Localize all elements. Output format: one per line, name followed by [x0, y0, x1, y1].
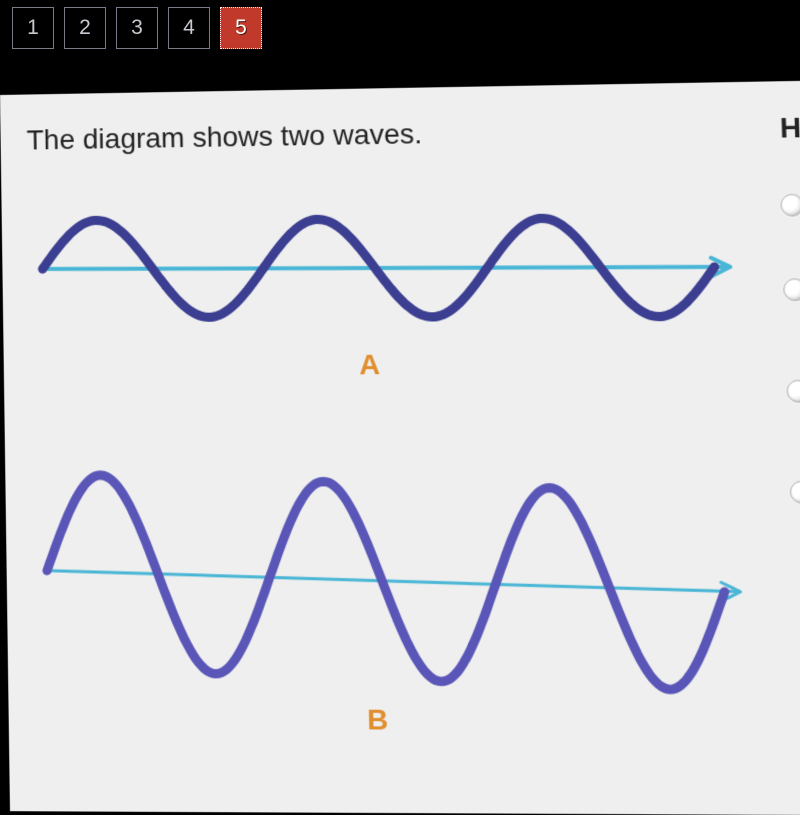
wave-a-label: A: [359, 349, 381, 382]
wave-b-diagram: [35, 445, 765, 717]
wave-a-diagram: [31, 176, 754, 358]
nav-item-1[interactable]: 1: [12, 7, 54, 49]
question-content: The diagram shows two waves. H A B: [0, 81, 800, 815]
question-right-letter: H: [779, 112, 800, 145]
nav-item-2[interactable]: 2: [64, 7, 106, 49]
nav-item-3[interactable]: 3: [116, 7, 158, 49]
radio-option-1[interactable]: [780, 194, 800, 217]
radio-option-4[interactable]: [790, 481, 800, 504]
wave-b-label: B: [367, 703, 389, 736]
radio-option-2[interactable]: [783, 278, 800, 301]
question-nav-bar: 1 2 3 4 5: [0, 0, 800, 56]
radio-option-3[interactable]: [786, 380, 800, 403]
nav-item-5[interactable]: 5: [220, 7, 262, 49]
question-text: The diagram shows two waves.: [26, 118, 422, 157]
nav-item-4[interactable]: 4: [168, 7, 210, 49]
